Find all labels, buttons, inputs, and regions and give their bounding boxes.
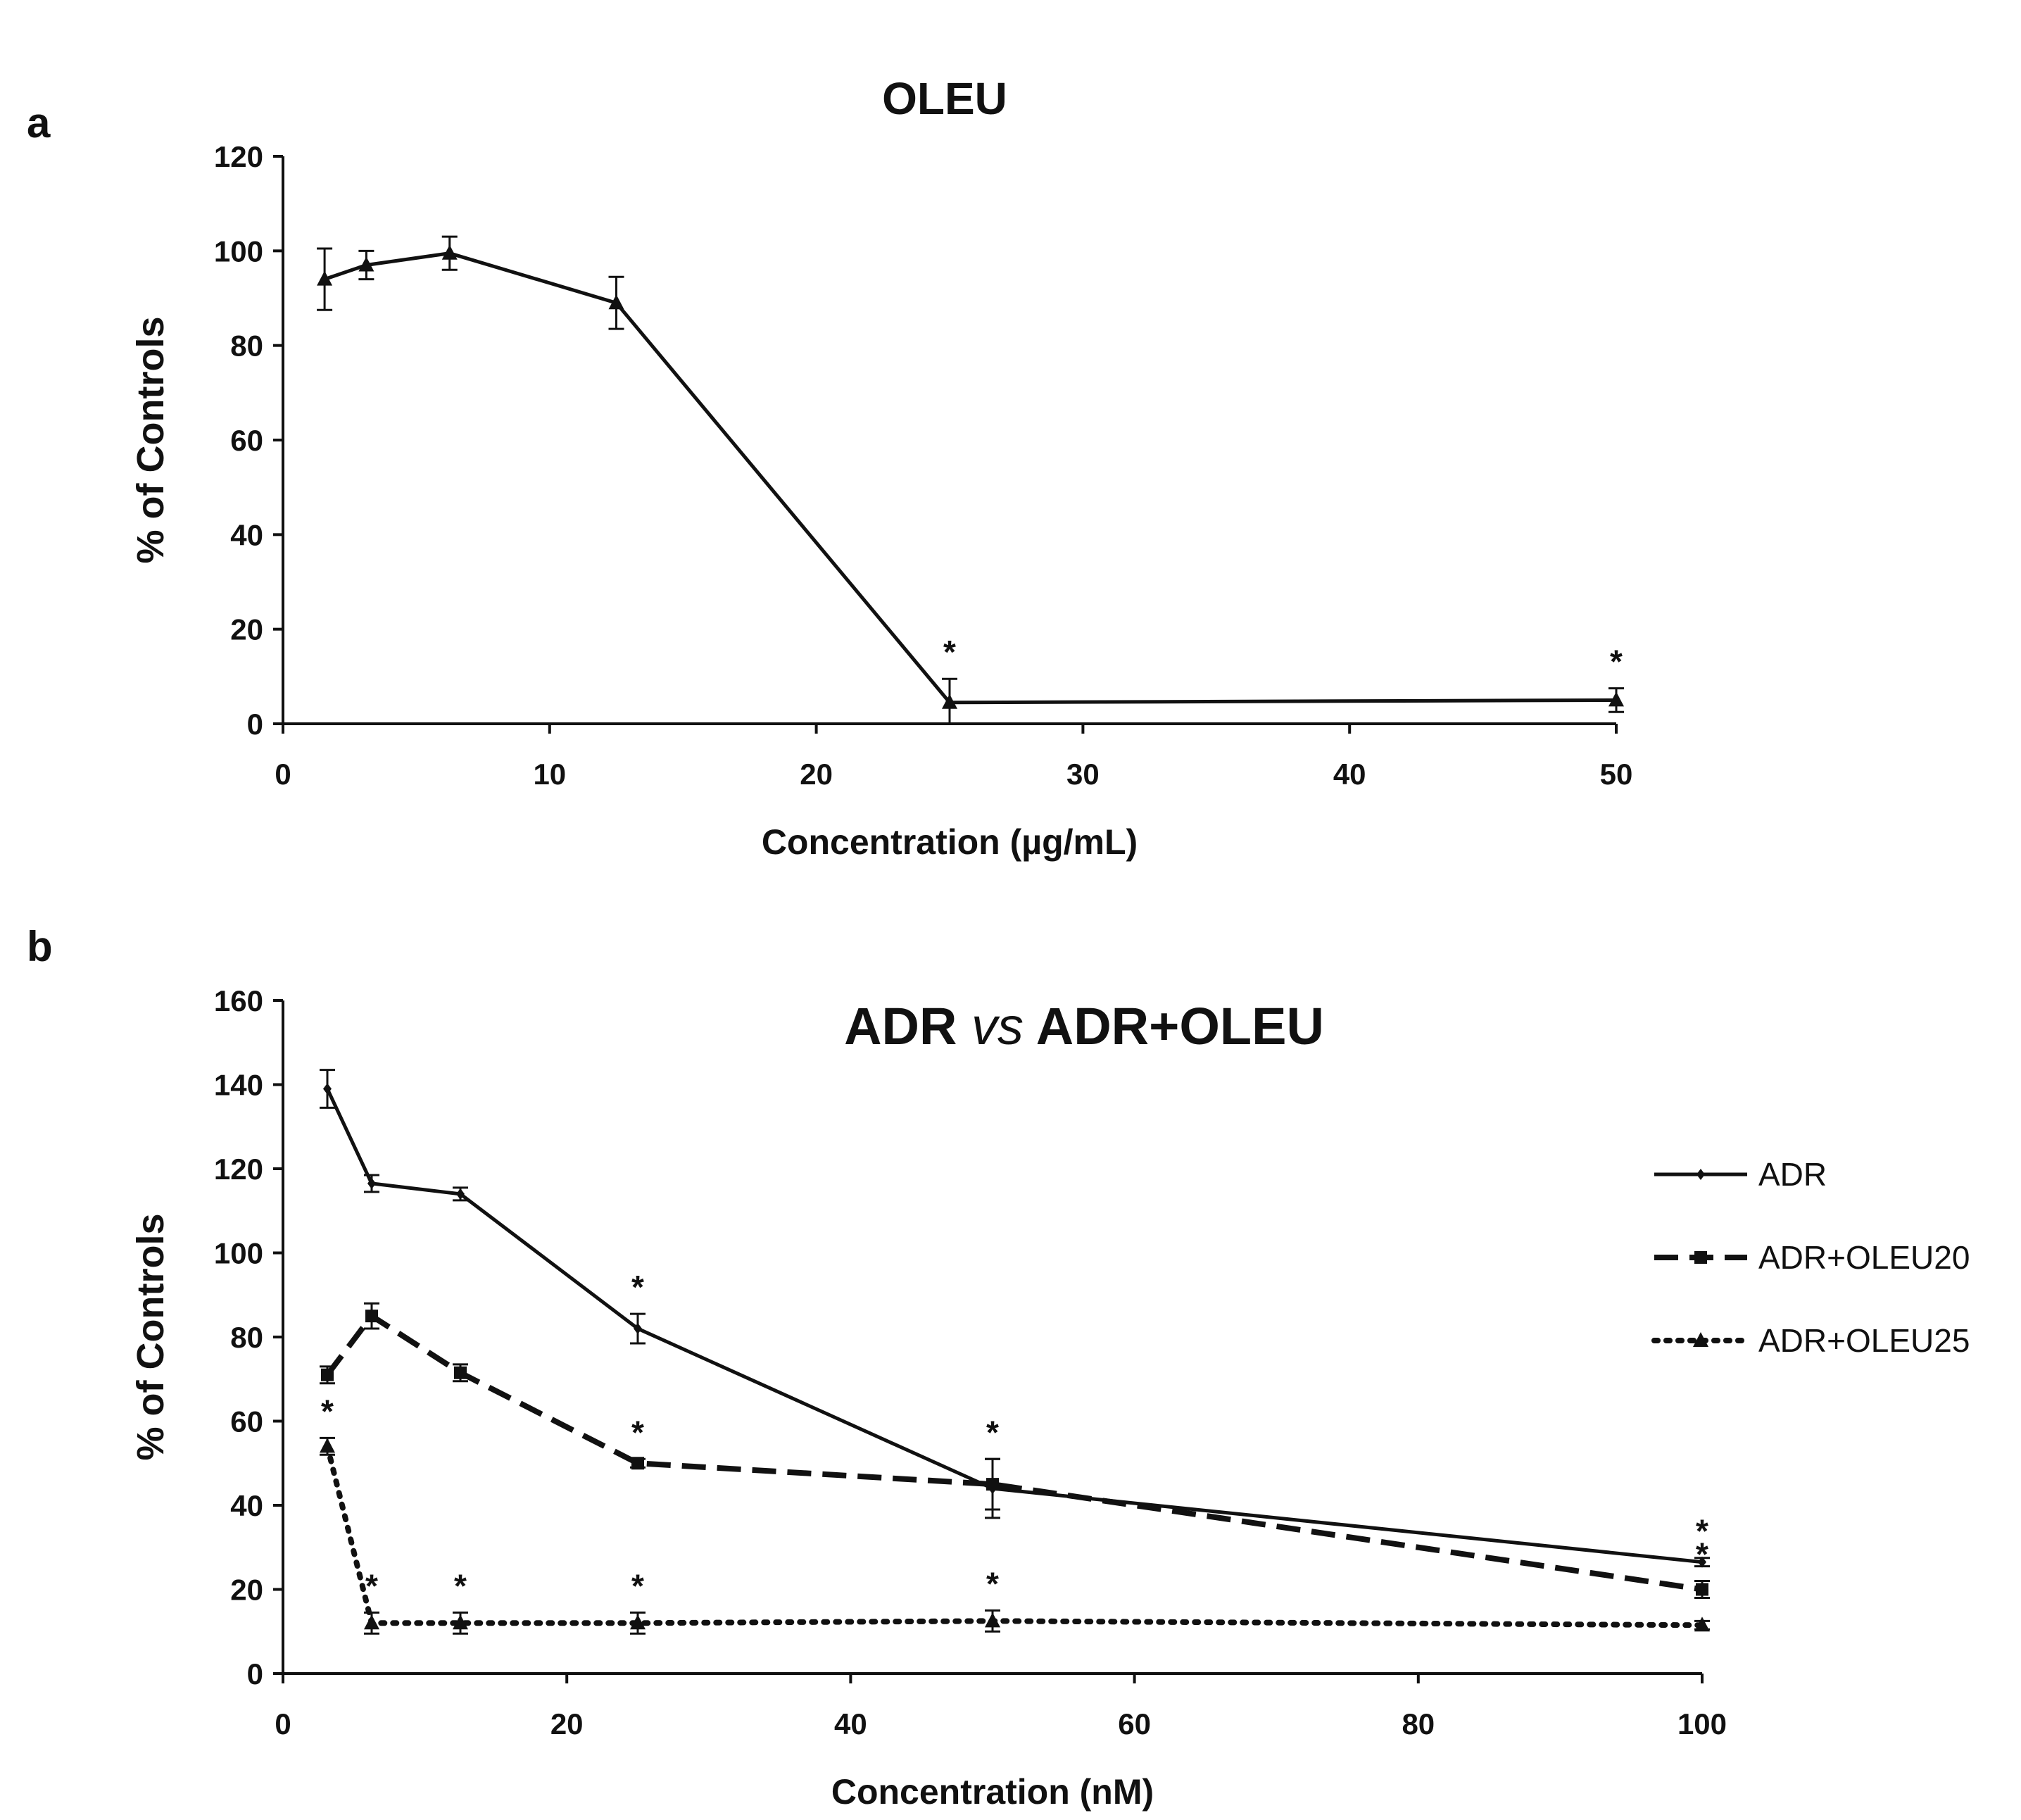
y-tick-label: 120 bbox=[214, 140, 263, 173]
x-tick-label: 40 bbox=[834, 1707, 867, 1740]
significance-asterisk: * bbox=[631, 1269, 644, 1305]
y-tick-label: 20 bbox=[230, 613, 263, 646]
data-point-triangle bbox=[358, 256, 374, 272]
x-tick-label: 80 bbox=[1402, 1707, 1435, 1740]
data-point-triangle bbox=[942, 694, 957, 709]
data-point-triangle bbox=[364, 1614, 379, 1630]
x-tick-label: 100 bbox=[1677, 1707, 1727, 1740]
y-tick-label: 160 bbox=[214, 984, 263, 1017]
significance-asterisk: * bbox=[986, 1565, 999, 1602]
significance-asterisk: * bbox=[454, 1567, 467, 1604]
chart-title-part: ADR+OLEU bbox=[1024, 997, 1324, 1055]
y-axis-title: % of Controls bbox=[130, 317, 172, 564]
data-point-triangle bbox=[985, 1612, 1000, 1628]
x-axis-title: Concentration (nM) bbox=[831, 1772, 1154, 1812]
y-tick-label: 120 bbox=[214, 1153, 263, 1186]
x-tick-label: 20 bbox=[800, 758, 833, 791]
significance-asterisk: * bbox=[986, 1414, 999, 1450]
series-line-adr bbox=[325, 1088, 1703, 1564]
series-line-adr-oleu25 bbox=[325, 1443, 1705, 1628]
data-point-triangle bbox=[630, 1614, 646, 1630]
y-tick-label: 20 bbox=[230, 1574, 263, 1607]
data-point-triangle bbox=[1694, 1617, 1710, 1632]
data-point-diamond bbox=[634, 1323, 642, 1335]
legend-label-adr: ADR bbox=[1758, 1156, 1827, 1193]
legend-marker bbox=[1694, 1251, 1707, 1264]
y-axis-title: % of Controls bbox=[130, 1214, 172, 1461]
chart-title: ADR vs ADR+OLEU bbox=[844, 997, 1324, 1055]
y-tick-label: 0 bbox=[247, 708, 263, 741]
significance-asterisk: * bbox=[1696, 1576, 1708, 1612]
data-point-square bbox=[321, 1368, 334, 1381]
y-tick-label: 140 bbox=[214, 1069, 263, 1102]
significance-asterisk: * bbox=[1610, 644, 1623, 680]
series-line-adr-oleu20 bbox=[325, 1313, 1703, 1593]
y-tick-label: 100 bbox=[214, 234, 263, 268]
x-tick-label: 10 bbox=[533, 758, 566, 791]
data-point-triangle bbox=[453, 1614, 468, 1630]
significance-asterisk: * bbox=[1696, 1513, 1708, 1550]
panel-label-b: b bbox=[27, 923, 53, 970]
significance-asterisk: * bbox=[631, 1414, 644, 1450]
y-tick-label: 80 bbox=[230, 330, 263, 363]
data-point-diamond bbox=[323, 1083, 332, 1095]
data-point-triangle bbox=[317, 270, 333, 286]
significance-asterisk: * bbox=[365, 1567, 378, 1604]
series-line-oleu bbox=[324, 251, 1617, 705]
data-point-square bbox=[631, 1457, 644, 1470]
data-point-diamond bbox=[456, 1188, 465, 1200]
legend-label-adr-oleu20: ADR+OLEU20 bbox=[1758, 1239, 1970, 1276]
y-tick-label: 0 bbox=[247, 1657, 263, 1690]
y-tick-label: 60 bbox=[230, 1405, 263, 1438]
x-tick-label: 60 bbox=[1118, 1707, 1151, 1740]
data-point-square bbox=[365, 1310, 378, 1323]
y-tick-label: 60 bbox=[230, 424, 263, 457]
data-point-triangle bbox=[608, 294, 624, 310]
significance-asterisk: * bbox=[1696, 1536, 1708, 1573]
y-tick-label: 40 bbox=[230, 518, 263, 551]
data-point-square bbox=[986, 1478, 999, 1491]
x-tick-label: 30 bbox=[1066, 758, 1100, 791]
significance-asterisk: * bbox=[631, 1567, 644, 1604]
x-tick-label: 0 bbox=[275, 758, 291, 791]
legend-label-adr-oleu25: ADR+OLEU25 bbox=[1758, 1322, 1970, 1359]
data-point-diamond bbox=[367, 1177, 376, 1189]
data-point-square bbox=[454, 1366, 467, 1379]
data-point-triangle bbox=[320, 1438, 335, 1453]
x-tick-label: 20 bbox=[550, 1707, 584, 1740]
significance-asterisk: * bbox=[321, 1393, 334, 1429]
x-tick-label: 50 bbox=[1600, 758, 1633, 791]
chart-title: OLEU bbox=[882, 73, 1007, 124]
chart-title-part: ADR bbox=[844, 997, 971, 1055]
chart-title-part: vs bbox=[971, 997, 1024, 1055]
x-axis-title: Concentration (µg/mL) bbox=[762, 822, 1138, 862]
y-tick-label: 40 bbox=[230, 1489, 263, 1522]
y-tick-label: 80 bbox=[230, 1321, 263, 1354]
legend-marker bbox=[1696, 1169, 1705, 1180]
data-point-triangle bbox=[441, 244, 458, 260]
data-point-diamond bbox=[1698, 1556, 1706, 1568]
x-tick-label: 40 bbox=[1333, 758, 1366, 791]
significance-asterisk: * bbox=[943, 634, 956, 670]
chart-a-oleu: 0 20 40 60 80 100 120 0 10 20 30 40 50 Concentration … bbox=[130, 73, 1633, 862]
legend-marker bbox=[1693, 1332, 1708, 1347]
y-tick-label: 100 bbox=[214, 1237, 263, 1270]
x-tick-label: 0 bbox=[275, 1707, 291, 1740]
data-point-square bbox=[1696, 1583, 1708, 1596]
data-point-triangle bbox=[1608, 691, 1624, 707]
panel-label-a: a bbox=[27, 99, 51, 146]
